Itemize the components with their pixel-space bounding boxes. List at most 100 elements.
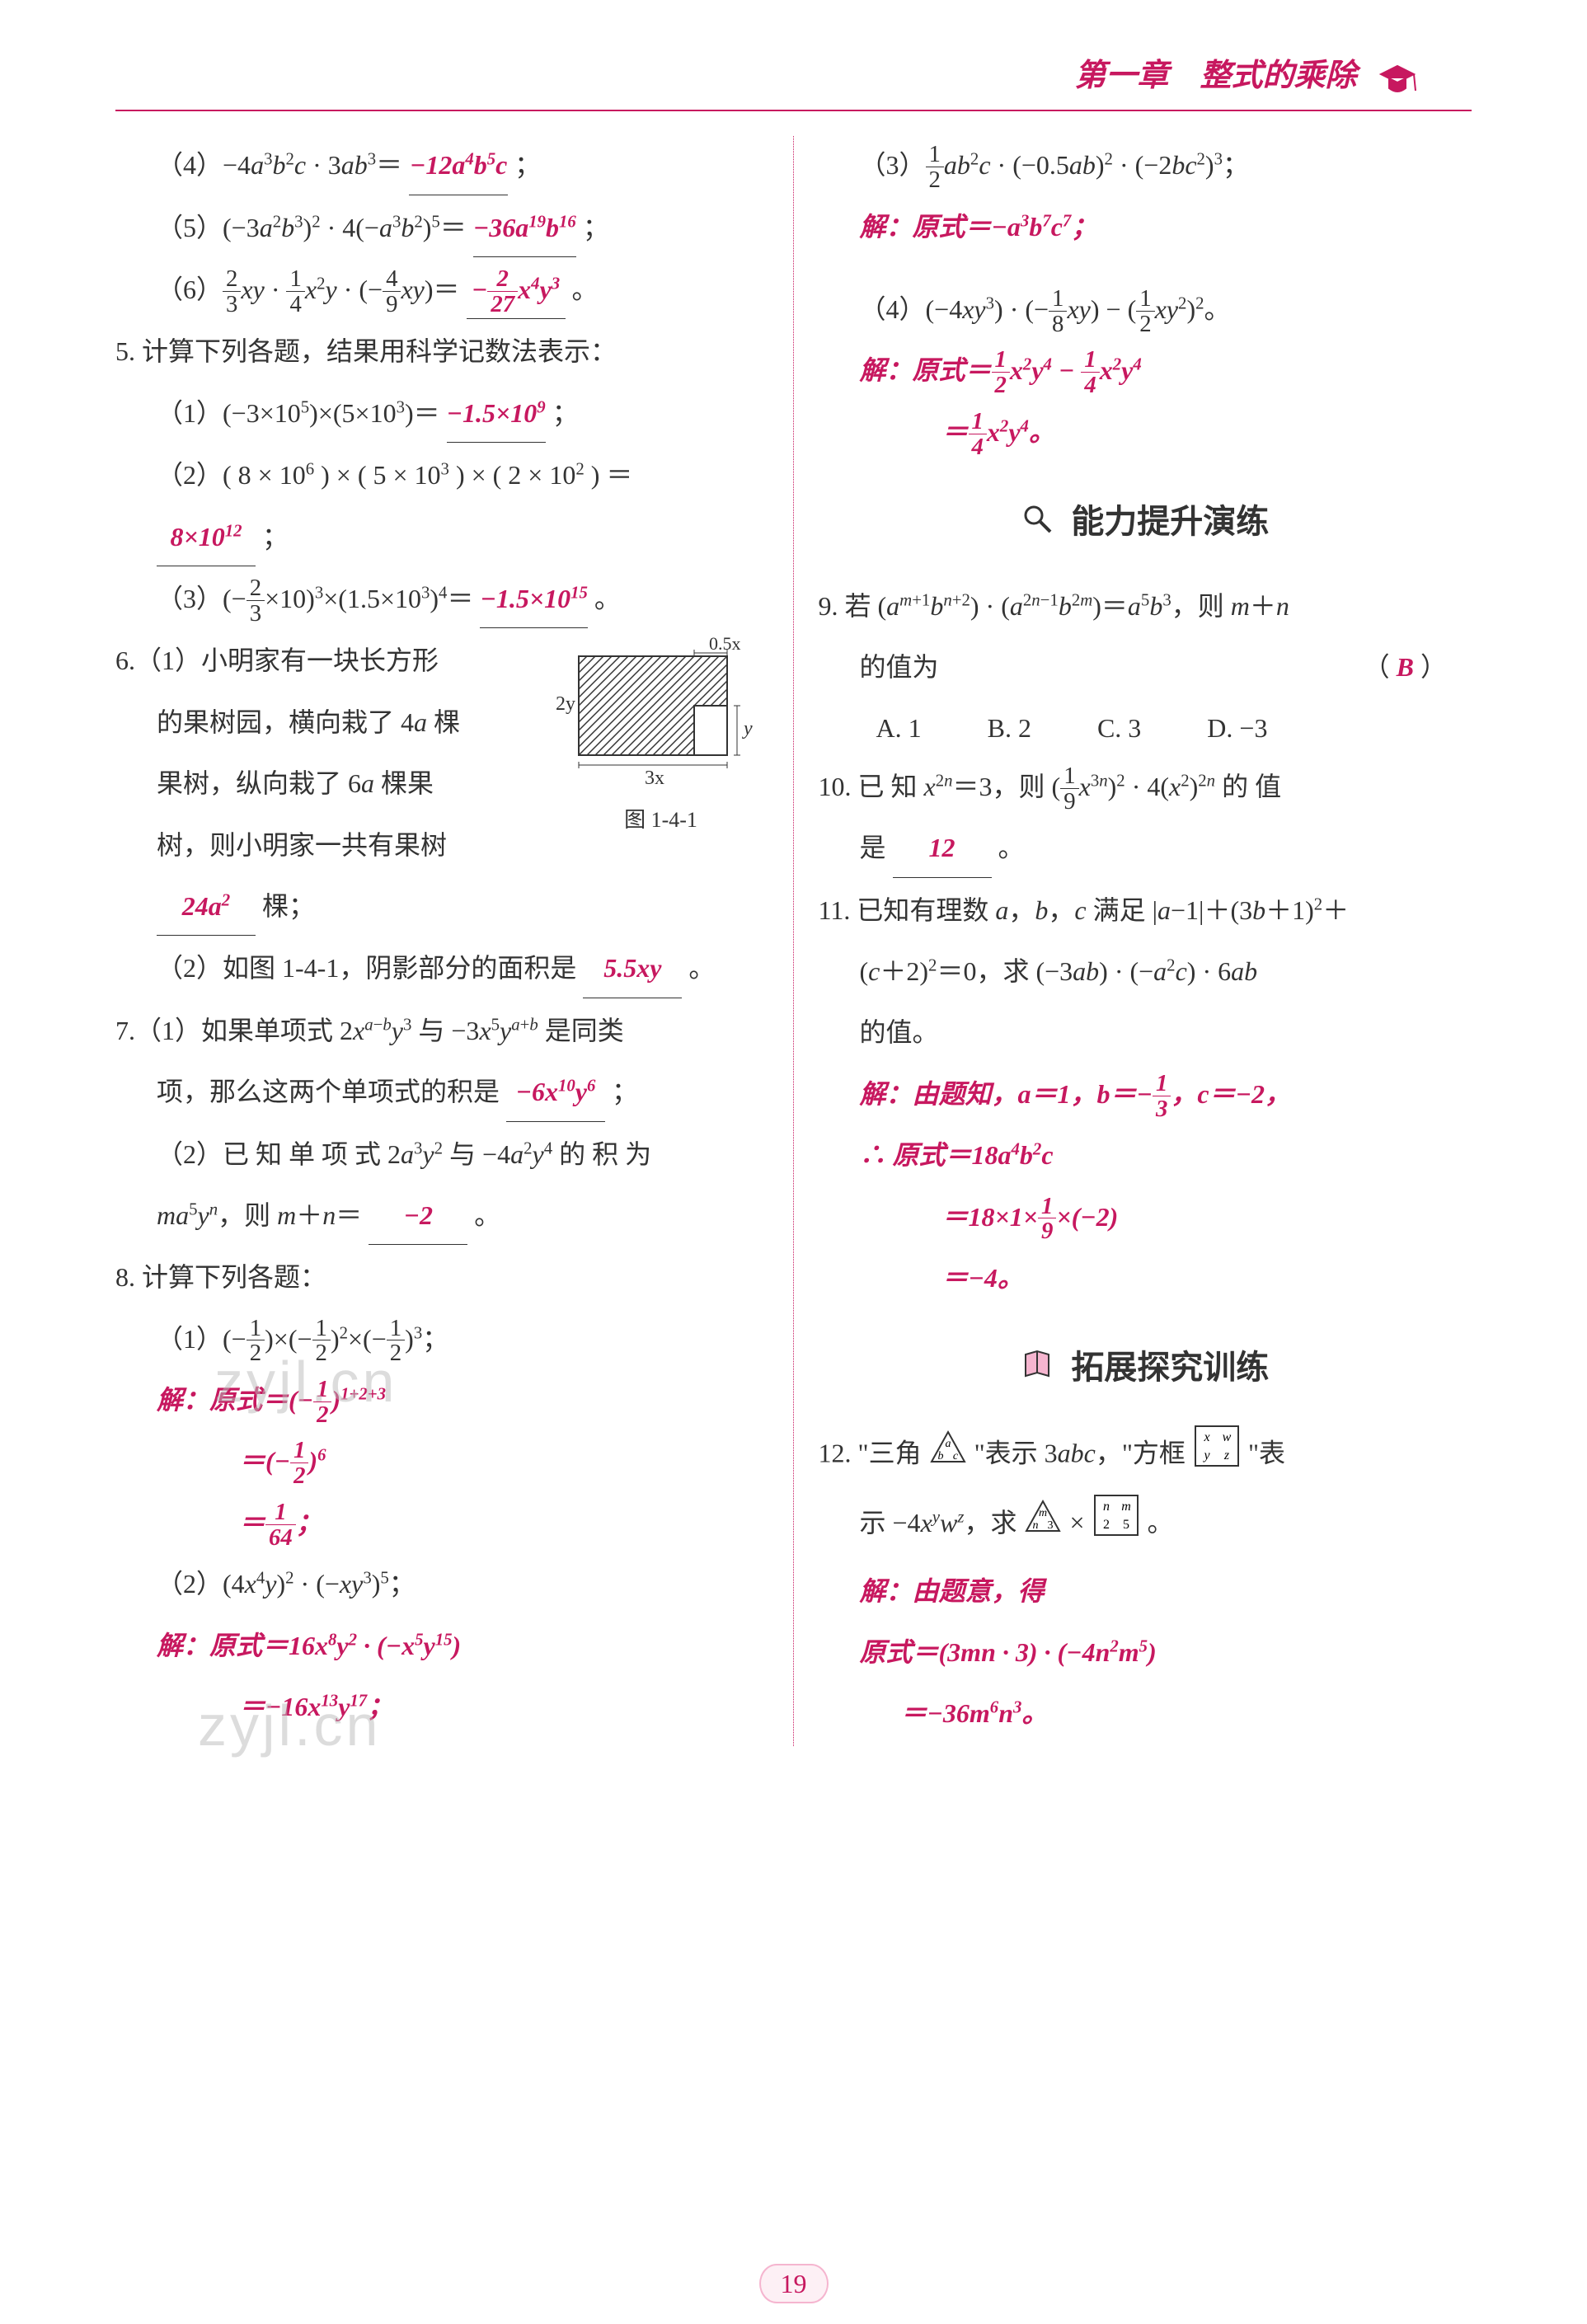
q5-1-expr: （1）(−3×105)×(5×103)＝ [157,398,440,428]
q5-3-expr: （3）(−23×10)3×(1.5×103)4＝ [157,584,473,613]
section-expand-title: 拓展探究训练 [1071,1350,1269,1386]
text: 。 [594,584,621,613]
figure-caption: 图 1-4-1 [554,796,768,843]
q8-3-sol: 解：原式＝−a3b7c7； [819,198,1472,256]
text: 项，那么这两个单项式的积是 [157,1077,500,1106]
q7-1-line1: 7.（1）如果单项式 2xa−by3 与 −3x5ya+b 是同类 [115,1002,768,1059]
q8-1-sol2: ＝(−12)6 [115,1432,768,1490]
section-expand: 拓展探究训练 [819,1331,1472,1406]
svg-text:y: y [742,718,753,739]
svg-text:a: a [945,1438,951,1450]
svg-text:c: c [952,1450,958,1462]
svg-text:y: y [1202,1448,1210,1462]
q8-3-expr: （3）12ab2c · (−0.5ab)2 · (−2bc2)3； [819,136,1472,194]
q4-5-answer: −36a19b16 [473,199,576,257]
q8-2-sol2: ＝−16x13y17； [115,1678,768,1735]
page-number-value: 19 [759,2264,829,2303]
q8-4-sol2: ＝14x2y4。 [819,403,1472,461]
header-rule [115,110,1472,111]
text: 。 [1148,1508,1174,1538]
svg-text:2y: 2y [556,693,575,715]
q11-sol2: ∴ 原式＝18a4b2c [819,1126,1472,1184]
q10-stem: 10. 已 知 x2n＝3，则 (19x3n)2 · 4(x2)2n 的 值 [819,758,1472,815]
q12-line1: 12. "三角 abc "表示 3abc，"方框 xwyz "表 [819,1423,1472,1489]
right-column: （3）12ab2c · (−0.5ab)2 · (−2bc2)3； 解：原式＝−… [794,136,1472,1745]
box-nm25-icon: nm25 [1092,1492,1141,1558]
svg-text:2: 2 [1103,1518,1110,1532]
q7-1-line2: 项，那么这两个单项式的积是 −6x10y6 ； [115,1063,768,1121]
q5-3: （3）(−23×10)3×(1.5×103)4＝ −1.5×1015 。 [115,570,768,628]
q8-1-sol1: 解：原式＝(−12)1+2+3 [115,1371,768,1429]
q7-2-answer: −2 [369,1186,467,1245]
page-number: 19 [759,2269,829,2299]
q11-sol1: 解：由题知，a＝1，b＝−13，c＝−2， [819,1065,1472,1123]
q6-2-expr: （2）如图 1-4-1，阴影部分的面积是 [157,953,576,983]
choice-a: A. 1 [876,699,922,757]
text: 。 [572,275,599,304]
q9-choices: A. 1 B. 2 C. 3 D. −3 [819,699,1472,757]
choice-d: D. −3 [1207,699,1267,757]
q6-1-answer: 24a2 [157,877,256,936]
svg-text:x: x [1203,1430,1209,1444]
svg-text:m: m [1121,1500,1131,1514]
q8-4-sol1: 解：原式＝12x2y4 − 14x2y4 [819,341,1472,399]
section-ability: 能力提升演练 [819,486,1472,560]
text: "表 [1248,1438,1285,1467]
q9-answer: B [1397,652,1414,682]
q4-4: （4）−4a3b2c · 3ab3＝ −12a4b5c ； [115,136,768,195]
choice-b: B. 2 [988,699,1031,757]
q4-6-answer: −227x4y3 [467,261,566,319]
text: 。 [688,953,715,983]
q5-2-answer: 8×1012 [157,508,256,566]
q10-line2: 是 12 。 [819,819,1472,877]
q7-1-answer: −6x10y6 [506,1063,605,1121]
q5-3-answer: −1.5×1015 [480,570,587,628]
text: 12. "三角 [819,1438,922,1467]
q4-6-expr: （6）23xy · 14x2y · (−49xy)＝ [157,275,460,304]
q5-1-answer: −1.5×109 [447,384,546,443]
q11-line3: 的值。 [819,1003,1472,1061]
triangle-abc-icon: abc [928,1427,968,1485]
text: ； [552,398,579,428]
text: 。 [474,1200,500,1230]
q5-2-line2: 8×1012 ； [115,508,768,566]
section-ability-title: 能力提升演练 [1071,504,1269,540]
text: × [1069,1508,1084,1538]
q4-6: （6）23xy · 14x2y · (−49xy)＝ −227x4y3 。 [115,261,768,319]
q4-4-answer: −12a4b5c [409,136,508,195]
q11-sol4: ＝−4。 [819,1249,1472,1307]
q7-2-line1: （2）已 知 单 项 式 2a3y2 与 −4a2y4 的 积 为 [115,1125,768,1183]
magnifier-icon [1021,488,1054,561]
q12-sol2: ＝−36m6n3。 [819,1684,1472,1742]
figure-1-4-1: 0.5x 2y y 3x 图 1-4-1 [554,631,768,843]
q8-stem: 8. 计算下列各题： [115,1248,768,1306]
q12-sol-label: 解：由题意，得 [819,1562,1472,1620]
svg-text:5: 5 [1123,1518,1129,1532]
q12-line2: 示 −4xywz，求 mn3 × nm25 。 [819,1492,1472,1558]
svg-text:z: z [1223,1448,1230,1462]
svg-text:m: m [1039,1507,1047,1519]
box-xwyz-icon: xwyz [1192,1423,1242,1489]
q8-2-expr: （2）(4x4y)2 · (−xy3)5； [115,1555,768,1613]
book-icon [1021,1334,1054,1406]
svg-text:n: n [1033,1519,1039,1532]
text: 的值为 [860,638,939,696]
q6-1-ans-line: 24a2 棵； [115,877,768,936]
svg-text:b: b [937,1450,943,1462]
q11-sol3: ＝18×1×19×(−2) [819,1188,1472,1246]
q9-line2: 的值为 （ B ） [819,638,1472,696]
svg-text:w: w [1223,1430,1232,1444]
text: ； [583,213,609,242]
q12-sol1: 原式＝(3mn · 3) · (−4n2m5) [819,1623,1472,1681]
svg-text:3x: 3x [645,768,664,789]
q8-1-sol3: ＝164； [115,1494,768,1552]
text: ； [514,150,541,180]
text: 棵； [262,891,315,921]
q6-2: （2）如图 1-4-1，阴影部分的面积是 5.5xy 。 [115,939,768,998]
text: ； [262,522,289,552]
text: 是 [860,833,886,862]
triangle-mn3-icon: mn3 [1023,1496,1063,1554]
q4-5: （5）(−3a2b3)2 · 4(−a3b2)5＝ −36a19b16 ； [115,199,768,257]
svg-text:3: 3 [1048,1519,1054,1532]
svg-text:0.5x: 0.5x [709,633,741,654]
